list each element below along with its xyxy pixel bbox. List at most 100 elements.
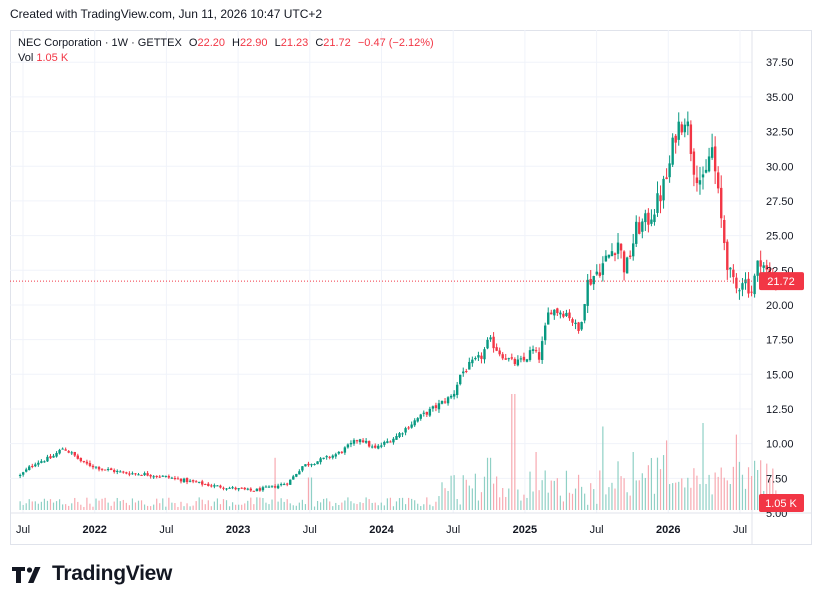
volume-bar: [672, 483, 674, 510]
volume-bar: [140, 500, 143, 510]
symbol-title[interactable]: NEC Corporation · 1W · GETTEX: [18, 37, 182, 49]
volume-bar: [116, 497, 118, 510]
volume-bar: [590, 483, 592, 510]
x-tick-label: Jul: [303, 524, 317, 536]
candle-body: [34, 464, 37, 467]
volume-bar: [678, 481, 680, 510]
volume-bar: [95, 498, 97, 510]
volume-bar: [374, 502, 376, 510]
y-tick-label: 7.50: [766, 473, 787, 485]
candle-body: [94, 466, 98, 468]
candle-body: [106, 469, 110, 471]
candle-body: [58, 449, 61, 454]
candle-body: [577, 322, 580, 331]
volume-bar: [180, 501, 182, 510]
candle-body: [310, 464, 313, 466]
ohlc-row: NEC Corporation · 1W · GETTEX O22.20 H22…: [18, 36, 434, 51]
volume-bar: [732, 466, 734, 510]
volume-bar: [98, 500, 100, 510]
volume-bar: [101, 498, 103, 510]
candle-body: [179, 478, 183, 482]
candle-body: [756, 260, 759, 276]
candle-body: [559, 312, 562, 315]
volume-bar: [216, 498, 219, 510]
volume-bar: [568, 492, 571, 510]
volume-bar: [523, 494, 525, 510]
volume-bar: [46, 500, 49, 510]
candle-body: [750, 291, 753, 293]
candle-body: [355, 440, 359, 442]
volume-bar: [462, 475, 464, 510]
volume-bar: [219, 504, 222, 510]
volume-bar: [286, 499, 288, 510]
candle-body: [21, 472, 25, 475]
volume-bar: [480, 492, 483, 510]
candle-body: [207, 483, 210, 486]
volume-bar: [602, 426, 604, 510]
candle-body: [103, 469, 107, 471]
candle-body: [729, 267, 732, 270]
candle-body: [88, 463, 92, 466]
open-value: 22.20: [197, 37, 225, 49]
candle-body: [574, 322, 577, 325]
volume-bar: [207, 500, 209, 510]
candle-body: [301, 466, 304, 471]
volume-bar: [271, 499, 273, 510]
volume-bar: [174, 503, 176, 510]
candle-body: [480, 355, 483, 359]
volume-bar: [195, 501, 197, 510]
tradingview-logo[interactable]: TradingView: [12, 562, 172, 586]
candle-body: [635, 221, 638, 244]
candle-body: [82, 460, 86, 462]
candle-body: [367, 441, 371, 447]
volume-bar: [423, 504, 425, 510]
volume-bar: [228, 506, 231, 510]
candle-body: [352, 440, 356, 444]
candle-body: [425, 411, 429, 415]
volume-bar: [520, 500, 522, 510]
volume-bar: [80, 504, 82, 510]
volume-bar: [617, 461, 619, 510]
x-tick-label: 2023: [226, 524, 250, 536]
candle-body: [586, 279, 589, 306]
volume-bar: [338, 505, 340, 510]
volume-bar: [225, 500, 228, 510]
candle-body: [483, 349, 486, 360]
volume-bar: [401, 497, 404, 510]
volume-bar: [280, 498, 282, 510]
volume-bar: [241, 504, 243, 510]
candle-body: [304, 464, 307, 467]
candle-body: [592, 276, 595, 285]
volume-bar: [665, 440, 668, 510]
volume-bar: [335, 502, 337, 510]
volume-bar: [675, 482, 677, 510]
candle-body: [522, 356, 526, 361]
candle-body: [364, 440, 368, 443]
volume-bar: [137, 500, 140, 510]
volume-bar: [259, 497, 261, 510]
candle-body: [753, 275, 756, 295]
candle-body: [689, 124, 693, 154]
volume-bar: [584, 493, 586, 510]
candle-body: [668, 163, 671, 178]
volume-bar: [307, 477, 310, 510]
candle-body: [270, 485, 274, 487]
candle-body: [18, 474, 22, 476]
volume-bar: [565, 470, 568, 510]
volume-bar: [450, 475, 452, 510]
volume-bar: [28, 499, 30, 510]
volume-bar: [538, 490, 540, 510]
candle-body: [197, 481, 201, 483]
volume-bar: [68, 505, 70, 510]
volume-bar: [486, 457, 489, 510]
volume-bar: [544, 470, 546, 510]
candle-body: [674, 135, 677, 143]
candle-body: [249, 488, 252, 491]
volume-bar: [681, 478, 683, 510]
candle-body: [759, 260, 762, 267]
candle-body: [741, 283, 744, 290]
volume-bar: [553, 480, 555, 510]
candle-body: [446, 397, 450, 404]
y-tick-label: 12.50: [766, 404, 794, 416]
